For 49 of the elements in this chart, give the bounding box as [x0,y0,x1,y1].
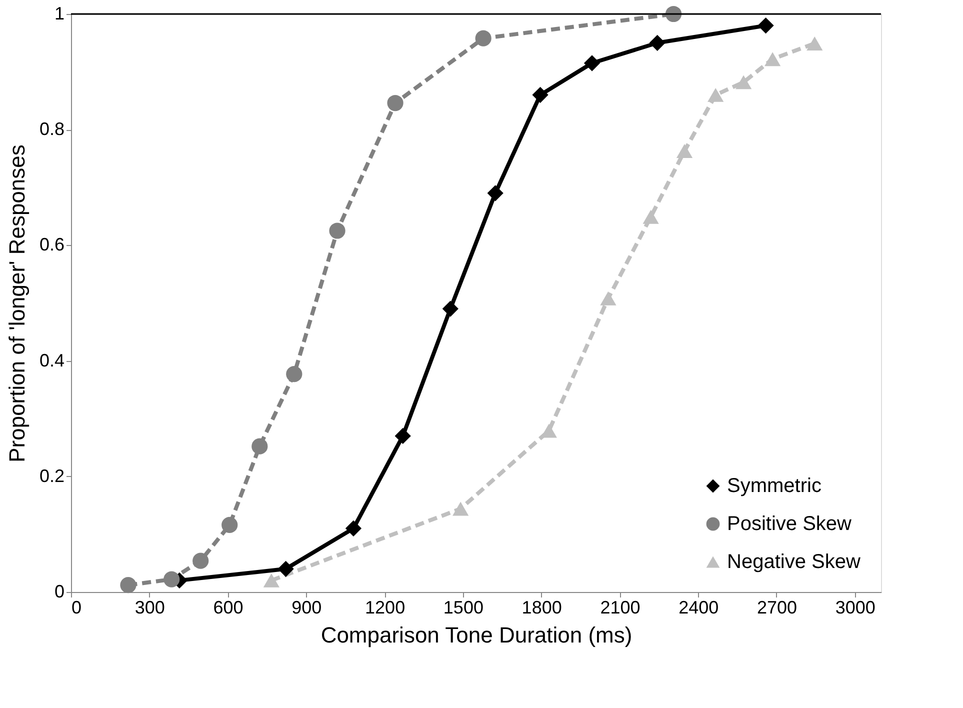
point [394,428,411,444]
y-tick-label: 0 [54,582,64,602]
point [286,366,302,382]
point [120,577,136,594]
point [329,222,346,239]
x-tick-label: 1200 [365,598,406,618]
y-tick-label: 0.8 [39,119,64,140]
x-tick-label: 2400 [678,598,719,618]
y-axis-title: Proportion of 'longer' Responses [4,144,30,462]
point [806,36,823,50]
point [600,291,616,306]
point [676,144,693,158]
point [252,438,268,454]
y-tick-label: 0.6 [39,234,64,255]
x-tick-label: 0 [72,598,82,618]
point [278,560,294,577]
x-tick-label: 900 [292,598,322,618]
point [263,573,280,588]
x-tick-label: 3000 [835,598,876,618]
point [649,34,666,51]
point [708,88,724,102]
x-axis-title: Comparison Tone Duration (ms) [320,622,632,648]
point [584,55,600,72]
y-tick-label: 0.2 [39,466,64,486]
y-tick-label: 0.4 [39,350,64,370]
point [487,185,504,202]
x-tick-label: 2100 [600,598,640,618]
point [475,30,492,46]
x-tick-label: 1500 [443,598,484,618]
x-tick-label: 600 [213,598,244,618]
x-tick-label: 2700 [756,598,798,618]
x-tick-label: 1800 [522,598,562,618]
point [387,94,404,112]
point [642,210,659,224]
point [452,502,469,516]
point [222,516,238,533]
x-tick-label: 300 [134,598,165,618]
point [345,520,362,536]
legend-label: Positive Skew [727,513,852,535]
point [736,75,752,90]
point [192,552,209,569]
y-tick-label: 1 [54,4,64,24]
legend-label: Negative Skew [727,551,861,573]
point [442,300,458,317]
point [764,52,781,66]
point [164,571,180,588]
point [532,86,548,103]
legend-label: Symmetric [727,475,822,497]
point [758,18,774,34]
